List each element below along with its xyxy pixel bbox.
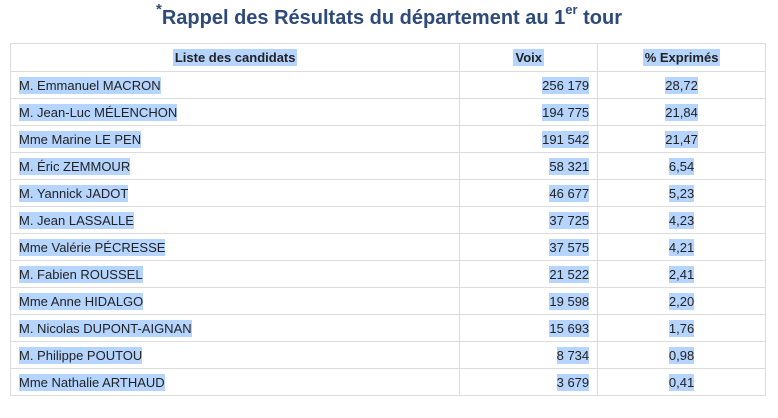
candidate-name: M. Emmanuel MACRON (19, 76, 161, 94)
candidate-votes: 15 693 (549, 319, 590, 337)
candidate-name-cell: M. Yannick JADOT (9, 179, 461, 207)
title-asterisk: * (155, 1, 162, 19)
table-row: M. Éric ZEMMOUR 58 321 6,54 (9, 152, 766, 180)
candidate-percent: 6,54 (668, 157, 695, 175)
candidate-votes-cell: 15 693 (459, 314, 599, 342)
candidate-percent-cell: 6,54 (597, 152, 766, 180)
candidate-votes: 194 775 (542, 103, 590, 121)
candidate-percent: 2,41 (668, 265, 695, 283)
table-header-row: Liste des candidats Voix % Exprimés (9, 43, 766, 72)
candidate-name-cell: Mme Nathalie ARTHAUD (9, 368, 461, 396)
candidate-percent-cell: 5,23 (597, 179, 766, 207)
candidate-votes: 19 598 (549, 292, 590, 310)
candidate-name-cell: M. Philippe POUTOU (9, 341, 461, 369)
results-table: Liste des candidats Voix % Exprimés M. E… (9, 43, 766, 396)
candidate-votes: 21 522 (549, 265, 590, 283)
table-row: M. Emmanuel MACRON 256 179 28,72 (9, 71, 766, 99)
candidate-votes-cell: 21 522 (459, 260, 599, 288)
candidate-percent-cell: 0,41 (597, 368, 766, 396)
candidate-name: M. Nicolas DUPONT-AIGNAN (19, 319, 192, 337)
table-row: M. Jean-Luc MÉLENCHON 194 775 21,84 (9, 98, 766, 126)
candidate-votes: 46 677 (549, 184, 590, 202)
candidate-name-cell: M. Jean LASSALLE (9, 206, 461, 234)
table-row: M. Yannick JADOT 46 677 5,23 (9, 179, 766, 207)
candidate-votes-cell: 58 321 (459, 152, 599, 180)
page-title: *Rappel des Résultats du département au … (0, 1, 778, 32)
candidate-name-cell: Mme Anne HIDALGO (9, 287, 461, 315)
candidate-votes-cell: 37 575 (459, 233, 599, 261)
table-row: M. Nicolas DUPONT-AIGNAN 15 693 1,76 (9, 314, 766, 342)
candidate-percent-cell: 4,21 (597, 233, 766, 261)
candidate-name: Mme Valérie PÉCRESSE (19, 238, 166, 256)
candidate-percent: 0,98 (668, 346, 695, 364)
candidate-percent-cell: 21,84 (597, 98, 766, 126)
candidate-name-cell: M. Nicolas DUPONT-AIGNAN (9, 314, 461, 342)
candidate-votes-cell: 46 677 (459, 179, 599, 207)
header-percent: % Exprimés (597, 43, 766, 72)
candidate-votes: 37 575 (549, 238, 590, 256)
candidate-name-cell: M. Fabien ROUSSEL (9, 260, 461, 288)
table-row: M. Jean LASSALLE 37 725 4,23 (9, 206, 766, 234)
candidate-votes-cell: 37 725 (459, 206, 599, 234)
candidate-name: M. Jean LASSALLE (19, 211, 134, 229)
table-body: M. Emmanuel MACRON 256 179 28,72 M. Jean-Lu… (9, 71, 766, 396)
candidate-percent-cell: 1,76 (597, 314, 766, 342)
candidate-name: M. Éric ZEMMOUR (19, 157, 131, 175)
candidate-votes: 37 725 (549, 211, 590, 229)
candidate-name: M. Philippe POUTOU (19, 346, 143, 364)
candidate-votes: 8 734 (556, 346, 590, 364)
candidate-votes-cell: 19 598 (459, 287, 599, 315)
candidate-name-cell: M. Emmanuel MACRON (9, 71, 461, 99)
header-votes: Voix (459, 43, 599, 72)
candidate-votes-cell: 256 179 (459, 71, 599, 99)
candidate-name-cell: Mme Valérie PÉCRESSE (9, 233, 461, 261)
candidate-name: Mme Marine LE PEN (19, 130, 142, 148)
title-suffix: tour (577, 7, 622, 29)
candidate-name: M. Yannick JADOT (19, 184, 129, 202)
candidate-votes-cell: 191 542 (459, 125, 599, 153)
table-row: M. Philippe POUTOU 8 734 0,98 (9, 341, 766, 369)
candidate-percent: 4,23 (668, 211, 695, 229)
candidate-percent: 5,23 (668, 184, 695, 202)
candidate-percent-cell: 0,98 (597, 341, 766, 369)
candidate-votes-cell: 8 734 (459, 341, 599, 369)
candidate-votes: 58 321 (549, 157, 590, 175)
candidate-percent-cell: 4,23 (597, 206, 766, 234)
candidate-percent: 21,47 (665, 130, 698, 148)
candidate-percent: 2,20 (668, 292, 695, 310)
title-text: Rappel des Résultats du département au 1 (161, 7, 566, 29)
header-candidates: Liste des candidats (9, 43, 461, 72)
table-row: M. Fabien ROUSSEL 21 522 2,41 (9, 260, 766, 288)
candidate-name-cell: M. Jean-Luc MÉLENCHON (9, 98, 461, 126)
candidate-percent: 28,72 (665, 76, 698, 94)
candidate-name-cell: Mme Marine LE PEN (9, 125, 461, 153)
candidate-name-cell: M. Éric ZEMMOUR (9, 152, 461, 180)
candidate-percent-cell: 28,72 (597, 71, 766, 99)
candidate-percent-cell: 21,47 (597, 125, 766, 153)
candidate-percent: 0,41 (668, 373, 695, 391)
table-row: Mme Nathalie ARTHAUD 3 679 0,41 (9, 368, 766, 396)
candidate-percent-cell: 2,20 (597, 287, 766, 315)
candidate-votes: 191 542 (542, 130, 590, 148)
candidate-votes-cell: 3 679 (459, 368, 599, 396)
candidate-percent: 1,76 (668, 319, 695, 337)
candidate-percent: 21,84 (665, 103, 698, 121)
table-row: Mme Valérie PÉCRESSE 37 575 4,21 (9, 233, 766, 261)
candidate-votes-cell: 194 775 (459, 98, 599, 126)
candidate-name: M. Jean-Luc MÉLENCHON (19, 103, 178, 121)
table-row: Mme Anne HIDALGO 19 598 2,20 (9, 287, 766, 315)
title-superscript: er (565, 2, 578, 18)
candidate-name: M. Fabien ROUSSEL (19, 265, 143, 283)
candidate-percent: 4,21 (668, 238, 695, 256)
candidate-votes: 256 179 (542, 76, 590, 94)
candidate-name: Mme Nathalie ARTHAUD (19, 373, 165, 391)
candidate-name: Mme Anne HIDALGO (19, 292, 144, 310)
table-row: Mme Marine LE PEN 191 542 21,47 (9, 125, 766, 153)
candidate-votes: 3 679 (556, 373, 590, 391)
candidate-percent-cell: 2,41 (597, 260, 766, 288)
